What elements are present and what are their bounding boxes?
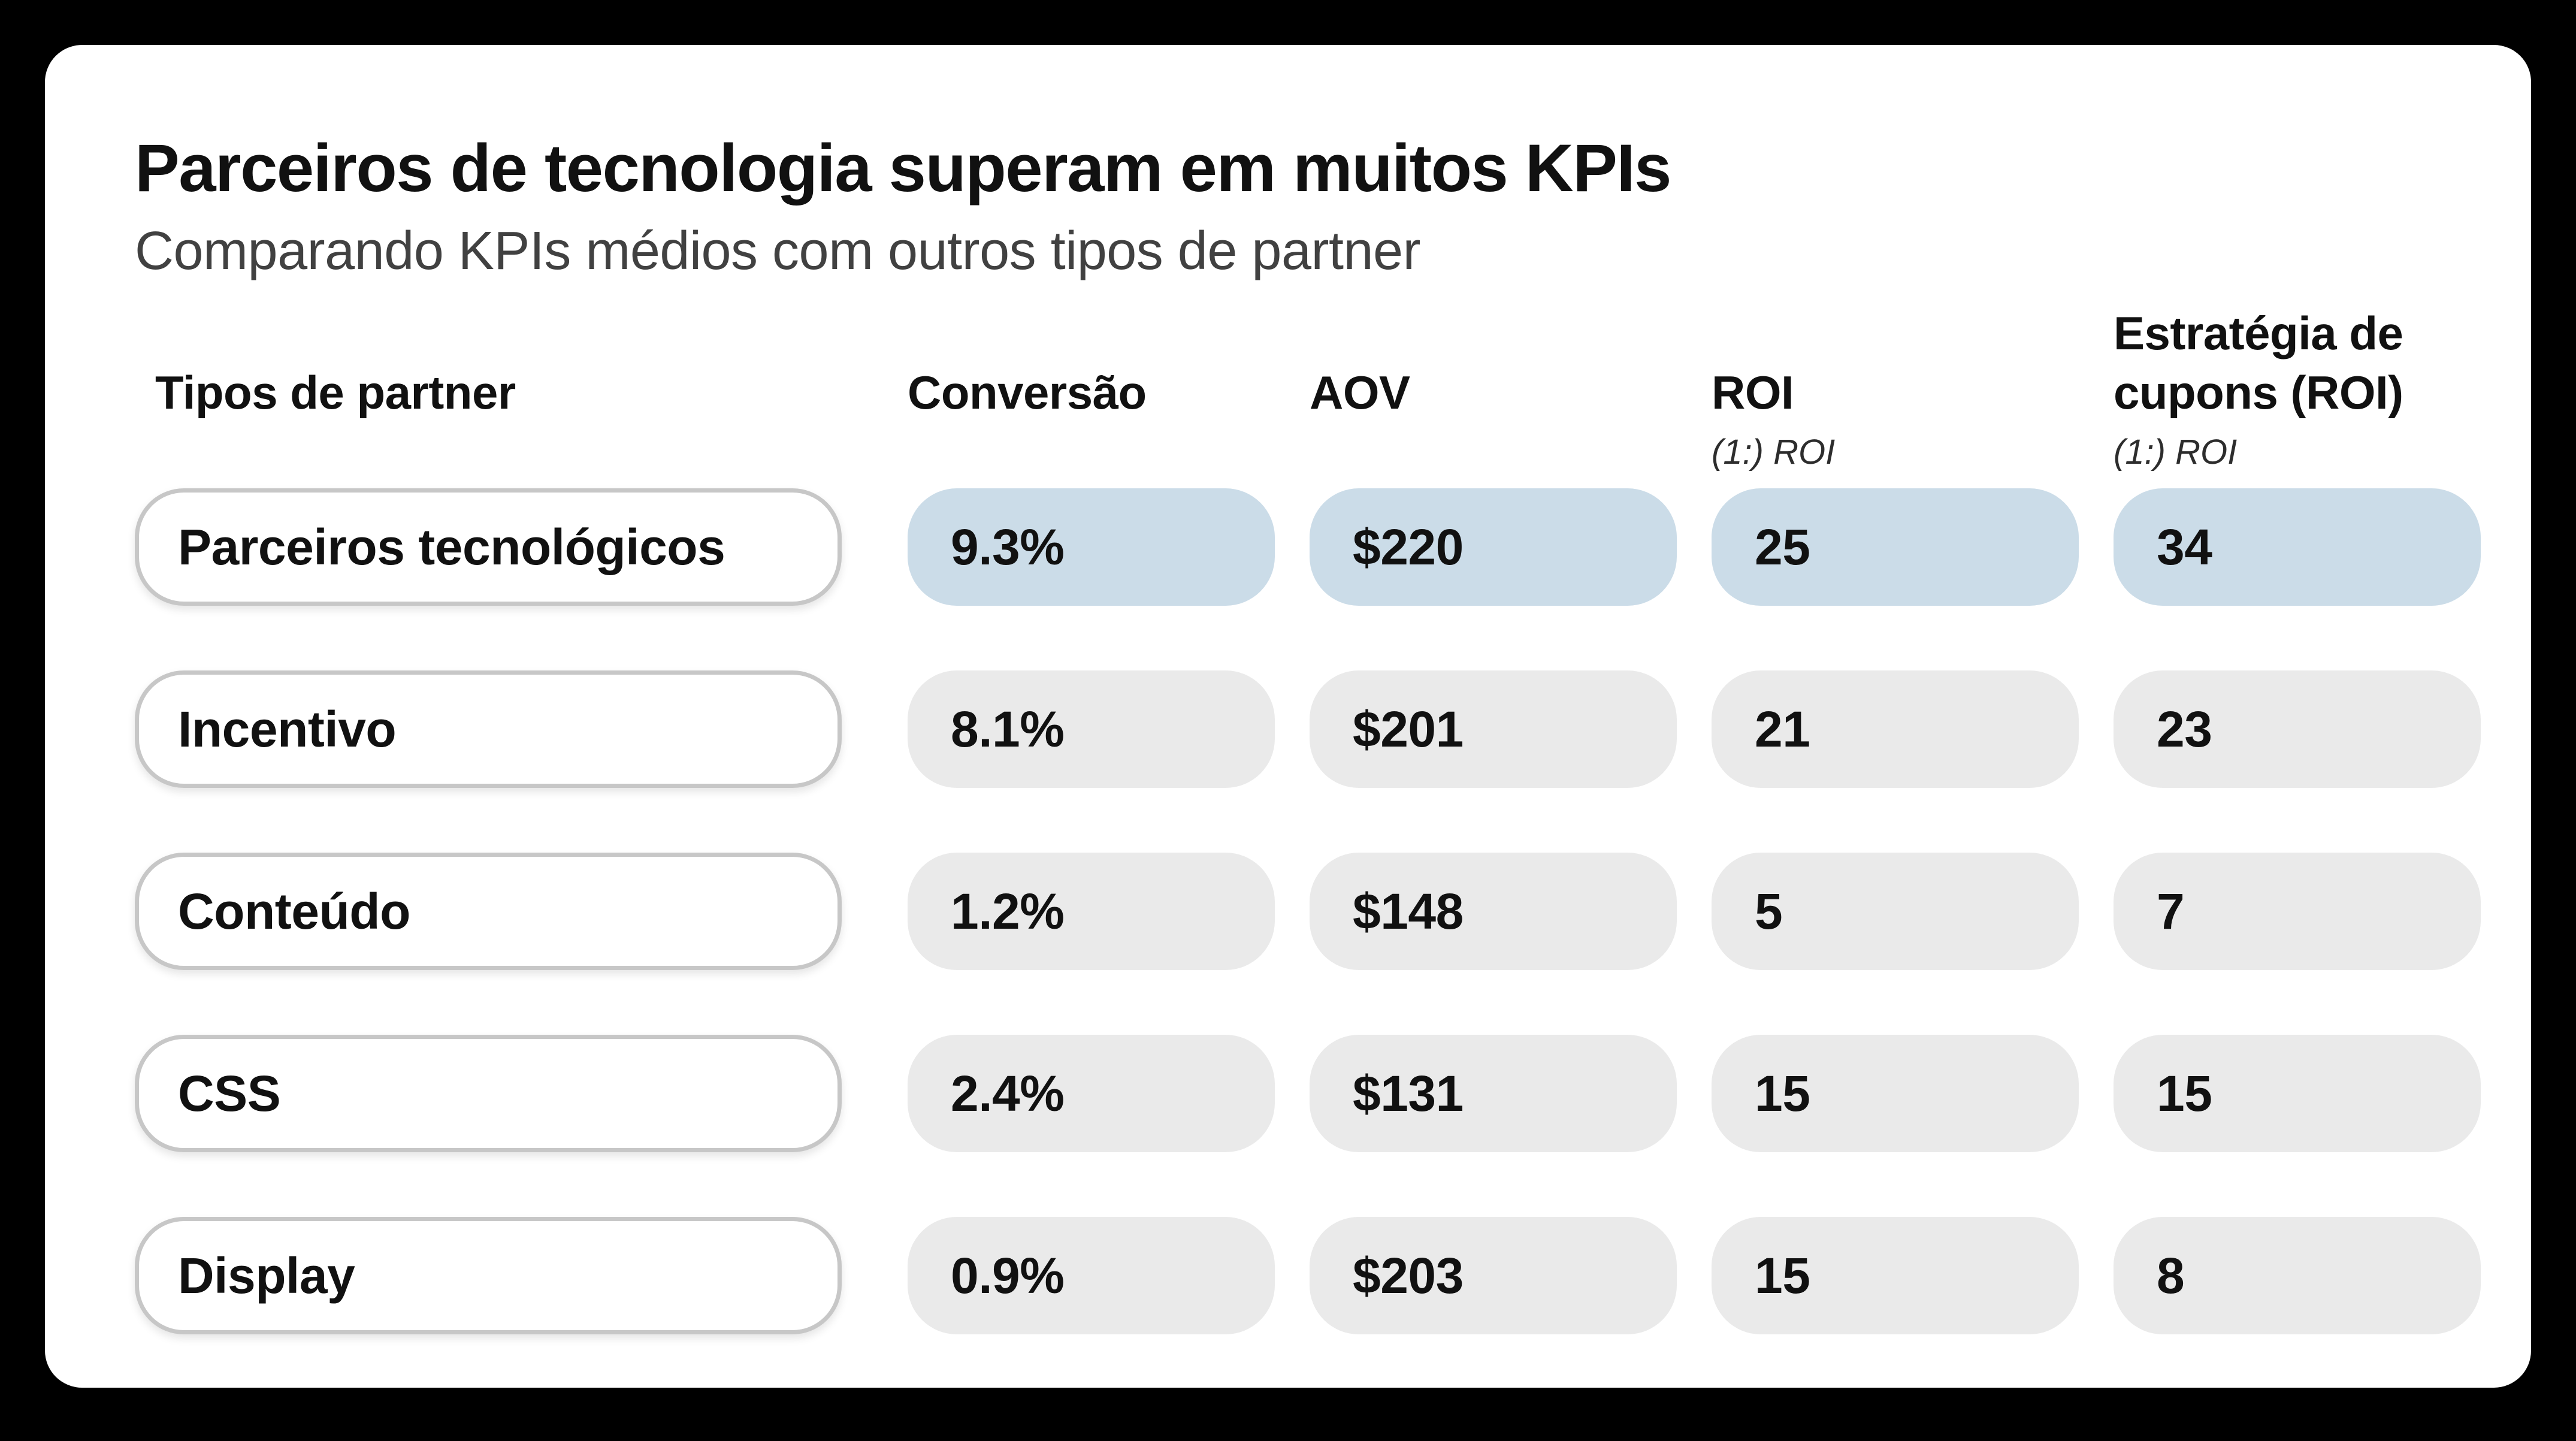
column-header-roi: ROI (1:) ROI bbox=[1712, 363, 2079, 474]
row-label-cell: Incentivo bbox=[135, 670, 873, 789]
column-header-coupon-strategy: Estratégia de cupons (ROI) (1:) ROI bbox=[2114, 304, 2481, 474]
value-pill-aov: $148 bbox=[1310, 853, 1677, 971]
column-header-label: Estratégia de cupons (ROI) bbox=[2114, 307, 2403, 419]
value-pill-conversion: 0.9% bbox=[908, 1217, 1275, 1335]
value-text: 23 bbox=[2157, 700, 2212, 757]
value-pill-coupon-roi: 23 bbox=[2114, 670, 2481, 789]
partner-type-label: Display bbox=[178, 1247, 355, 1304]
value-pill-conversion: 9.3% bbox=[908, 488, 1275, 606]
value-pill-roi: 21 bbox=[1712, 670, 2079, 789]
table-row: Incentivo 8.1% $201 21 23 bbox=[135, 670, 2481, 789]
value-pill-coupon-roi: 15 bbox=[2114, 1035, 2481, 1153]
value-text: 21 bbox=[1755, 700, 1810, 757]
value-pill-roi: 15 bbox=[1712, 1217, 2079, 1335]
partner-type-label: Parceiros tecnológicos bbox=[178, 518, 725, 575]
row-label-cell: Conteúdo bbox=[135, 853, 873, 971]
value-pill-aov: $201 bbox=[1310, 670, 1677, 789]
column-header-label: Conversão bbox=[908, 366, 1147, 419]
value-text: $201 bbox=[1353, 700, 1464, 757]
value-text: 0.9% bbox=[951, 1247, 1065, 1304]
column-header-sub bbox=[1310, 432, 1677, 474]
value-pill-coupon-roi: 34 bbox=[2114, 488, 2481, 606]
value-text: $131 bbox=[1353, 1065, 1464, 1122]
page-subtitle: Comparando KPIs médios com outros tipos … bbox=[135, 220, 1421, 281]
value-text: 15 bbox=[1755, 1065, 1810, 1122]
value-text: 2.4% bbox=[951, 1065, 1065, 1122]
value-text: 1.2% bbox=[951, 883, 1065, 939]
partner-type-label: Incentivo bbox=[178, 700, 397, 757]
value-pill-coupon-roi: 7 bbox=[2114, 853, 2481, 971]
value-pill-conversion: 8.1% bbox=[908, 670, 1275, 789]
table-row: Parceiros tecnológicos 9.3% $220 25 34 bbox=[135, 488, 2481, 606]
column-header-sub bbox=[908, 432, 1275, 474]
value-text: 15 bbox=[1755, 1247, 1810, 1304]
kpi-comparison-card: Parceiros de tecnologia superam em muito… bbox=[45, 45, 2531, 1388]
value-text: 15 bbox=[2157, 1065, 2212, 1122]
row-label-cell: Parceiros tecnológicos bbox=[135, 488, 873, 606]
value-text: $148 bbox=[1353, 883, 1464, 939]
column-header-sub: (1:) ROI bbox=[2114, 433, 2238, 472]
value-pill-coupon-roi: 8 bbox=[2114, 1217, 2481, 1335]
value-text: 8.1% bbox=[951, 700, 1065, 757]
column-header-conversion: Conversão bbox=[908, 363, 1275, 474]
value-pill-aov: $131 bbox=[1310, 1035, 1677, 1153]
partner-type-pill: Parceiros tecnológicos bbox=[135, 488, 842, 606]
column-header-label: Tipos de partner bbox=[155, 366, 516, 419]
column-header-sub: (1:) ROI bbox=[1712, 433, 1836, 472]
value-text: 8 bbox=[2157, 1247, 2185, 1304]
value-pill-roi: 25 bbox=[1712, 488, 2079, 606]
value-text: 7 bbox=[2157, 883, 2185, 939]
table-row: Display 0.9% $203 15 8 bbox=[135, 1217, 2481, 1335]
value-text: 25 bbox=[1755, 518, 1810, 575]
partner-type-pill: Display bbox=[135, 1217, 842, 1335]
column-header-label: AOV bbox=[1310, 366, 1410, 419]
column-header-sub bbox=[135, 432, 873, 474]
value-text: 34 bbox=[2157, 518, 2212, 575]
value-pill-roi: 5 bbox=[1712, 853, 2079, 971]
value-text: $220 bbox=[1353, 518, 1464, 575]
value-pill-aov: $220 bbox=[1310, 488, 1677, 606]
page-title: Parceiros de tecnologia superam em muito… bbox=[135, 131, 1671, 206]
table-row: CSS 2.4% $131 15 15 bbox=[135, 1035, 2481, 1153]
column-header-aov: AOV bbox=[1310, 363, 1677, 474]
partner-type-pill: Conteúdo bbox=[135, 853, 842, 971]
partner-type-label: Conteúdo bbox=[178, 883, 410, 939]
value-text: 9.3% bbox=[951, 518, 1065, 575]
column-header-partner-types: Tipos de partner bbox=[135, 363, 873, 474]
value-text: 5 bbox=[1755, 883, 1783, 939]
value-pill-conversion: 2.4% bbox=[908, 1035, 1275, 1153]
partner-type-label: CSS bbox=[178, 1065, 281, 1122]
partner-type-pill: CSS bbox=[135, 1035, 842, 1153]
value-pill-roi: 15 bbox=[1712, 1035, 2079, 1153]
column-header-label: ROI bbox=[1712, 366, 1794, 419]
row-label-cell: Display bbox=[135, 1217, 873, 1335]
value-pill-aov: $203 bbox=[1310, 1217, 1677, 1335]
partner-type-pill: Incentivo bbox=[135, 670, 842, 789]
table-row: Conteúdo 1.2% $148 5 7 bbox=[135, 853, 2481, 971]
value-text: $203 bbox=[1353, 1247, 1464, 1304]
table-header-row: Tipos de partner Conversão AOV ROI (1:) … bbox=[135, 304, 2441, 474]
row-label-cell: CSS bbox=[135, 1035, 873, 1153]
value-pill-conversion: 1.2% bbox=[908, 853, 1275, 971]
table-body: Parceiros tecnológicos 9.3% $220 25 34 I… bbox=[135, 488, 2481, 1335]
